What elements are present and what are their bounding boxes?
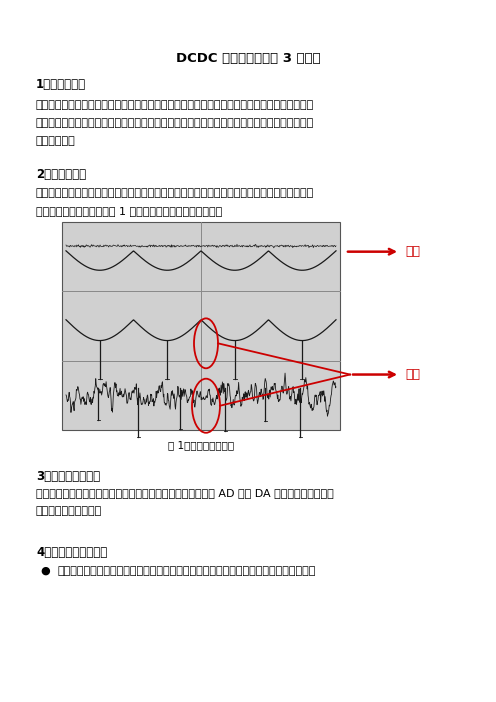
Text: 噪声: 噪声 — [405, 368, 420, 381]
Text: 当电源的纹波噪声过大时，它们可能会影响运放的精度，干扰 AD 或者 DA 模块的工作，使得整: 当电源的纹波噪声过大时，它们可能会影响运放的精度，干扰 AD 或者 DA 模块的… — [36, 488, 334, 498]
Text: 机的精度大幅度下降。: 机的精度大幅度下降。 — [36, 506, 102, 516]
Text: 动叫做纹波。: 动叫做纹波。 — [36, 136, 76, 146]
Text: DCDC 降低纹波噪声的 3 种方法: DCDC 降低纹波噪声的 3 种方法 — [176, 52, 320, 65]
Text: 1、纹波的定义: 1、纹波的定义 — [36, 78, 86, 91]
Text: 图 1：纹波噪声展示图: 图 1：纹波噪声展示图 — [168, 440, 234, 450]
Text: 纹波: 纹波 — [405, 245, 420, 258]
Text: 纹波是指在直流电压或电流上，有规律的叠加在直流稳定量上的交流分量。现实中的电压和电流: 纹波是指在直流电压或电流上，有规律的叠加在直流稳定量上的交流分量。现实中的电压和… — [36, 100, 314, 110]
Bar — [62, 222, 340, 430]
Text: 3、纹波噪声的危害: 3、纹波噪声的危害 — [36, 470, 100, 483]
Text: 4、如何降低纹波噪声: 4、如何降低纹波噪声 — [36, 546, 107, 559]
Text: 噪声是指叠加在纹波之上，非连续存在并无规律的电压或者电流尖峰。也就是说噪声指的是叠加: 噪声是指叠加在纹波之上，非连续存在并无规律的电压或者电流尖峰。也就是说噪声指的是… — [36, 188, 314, 198]
Text: ●: ● — [40, 566, 50, 576]
Text: 2、噪声的定义: 2、噪声的定义 — [36, 168, 86, 181]
Text: 降低开关器件动作带来的纹波噪声：设计人员在实际的开发过程中，需要根据实际的电路: 降低开关器件动作带来的纹波噪声：设计人员在实际的开发过程中，需要根据实际的电路 — [58, 566, 316, 576]
Text: 并不是完全稳定的一条直线，而是叠加有很多的波动，并且这些波动的频率是固定的，把这些波: 并不是完全稳定的一条直线，而是叠加有很多的波动，并且这些波动的频率是固定的，把这… — [36, 118, 314, 128]
Text: 在纹波上的杂波。下面的图 1 很好的描述了什么是纹波噪声。: 在纹波上的杂波。下面的图 1 很好的描述了什么是纹波噪声。 — [36, 206, 222, 216]
